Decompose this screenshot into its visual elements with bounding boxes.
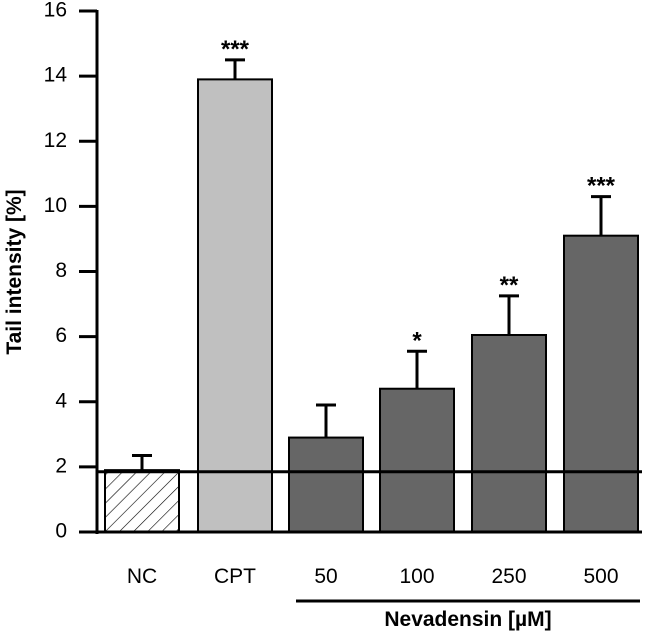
significance-marks: ********* — [221, 36, 616, 354]
bars — [104, 78, 639, 534]
y-tick-label: 16 — [44, 0, 67, 22]
category-label: CPT — [214, 565, 256, 588]
significance-label: * — [412, 327, 422, 354]
y-tick-label: 4 — [55, 389, 67, 412]
y-tick-label: 2 — [55, 454, 67, 477]
y-tick-label: 10 — [44, 194, 67, 217]
error-bars — [132, 58, 611, 471]
bar-50 — [288, 436, 364, 534]
category-label: 50 — [314, 565, 337, 588]
bar-250 — [471, 333, 547, 534]
bar-500 — [563, 234, 639, 533]
y-tick-label: 6 — [55, 324, 67, 347]
y-tick-label: 14 — [44, 64, 68, 87]
category-label: 500 — [583, 565, 618, 588]
y-tick-label: 0 — [55, 520, 67, 543]
y-tick-label: 8 — [55, 259, 67, 282]
y-tick-label: 12 — [44, 129, 67, 152]
group-label: Nevadensin [µM] — [384, 608, 551, 631]
significance-label: *** — [221, 36, 250, 63]
category-labels: NC CPT 50 100 250 500 — [127, 565, 619, 588]
category-label: 250 — [491, 565, 526, 588]
y-axis-label: Tail intensity [%] — [3, 189, 26, 354]
category-label: 100 — [399, 565, 434, 588]
significance-label: *** — [587, 173, 616, 200]
bar-100 — [379, 387, 455, 533]
category-label: NC — [127, 565, 157, 588]
significance-label: ** — [500, 272, 519, 299]
bar-cpt — [197, 78, 273, 533]
y-axis-ticks: 0 2 4 6 8 10 12 14 16 — [44, 0, 97, 543]
bar-nc — [104, 469, 180, 534]
